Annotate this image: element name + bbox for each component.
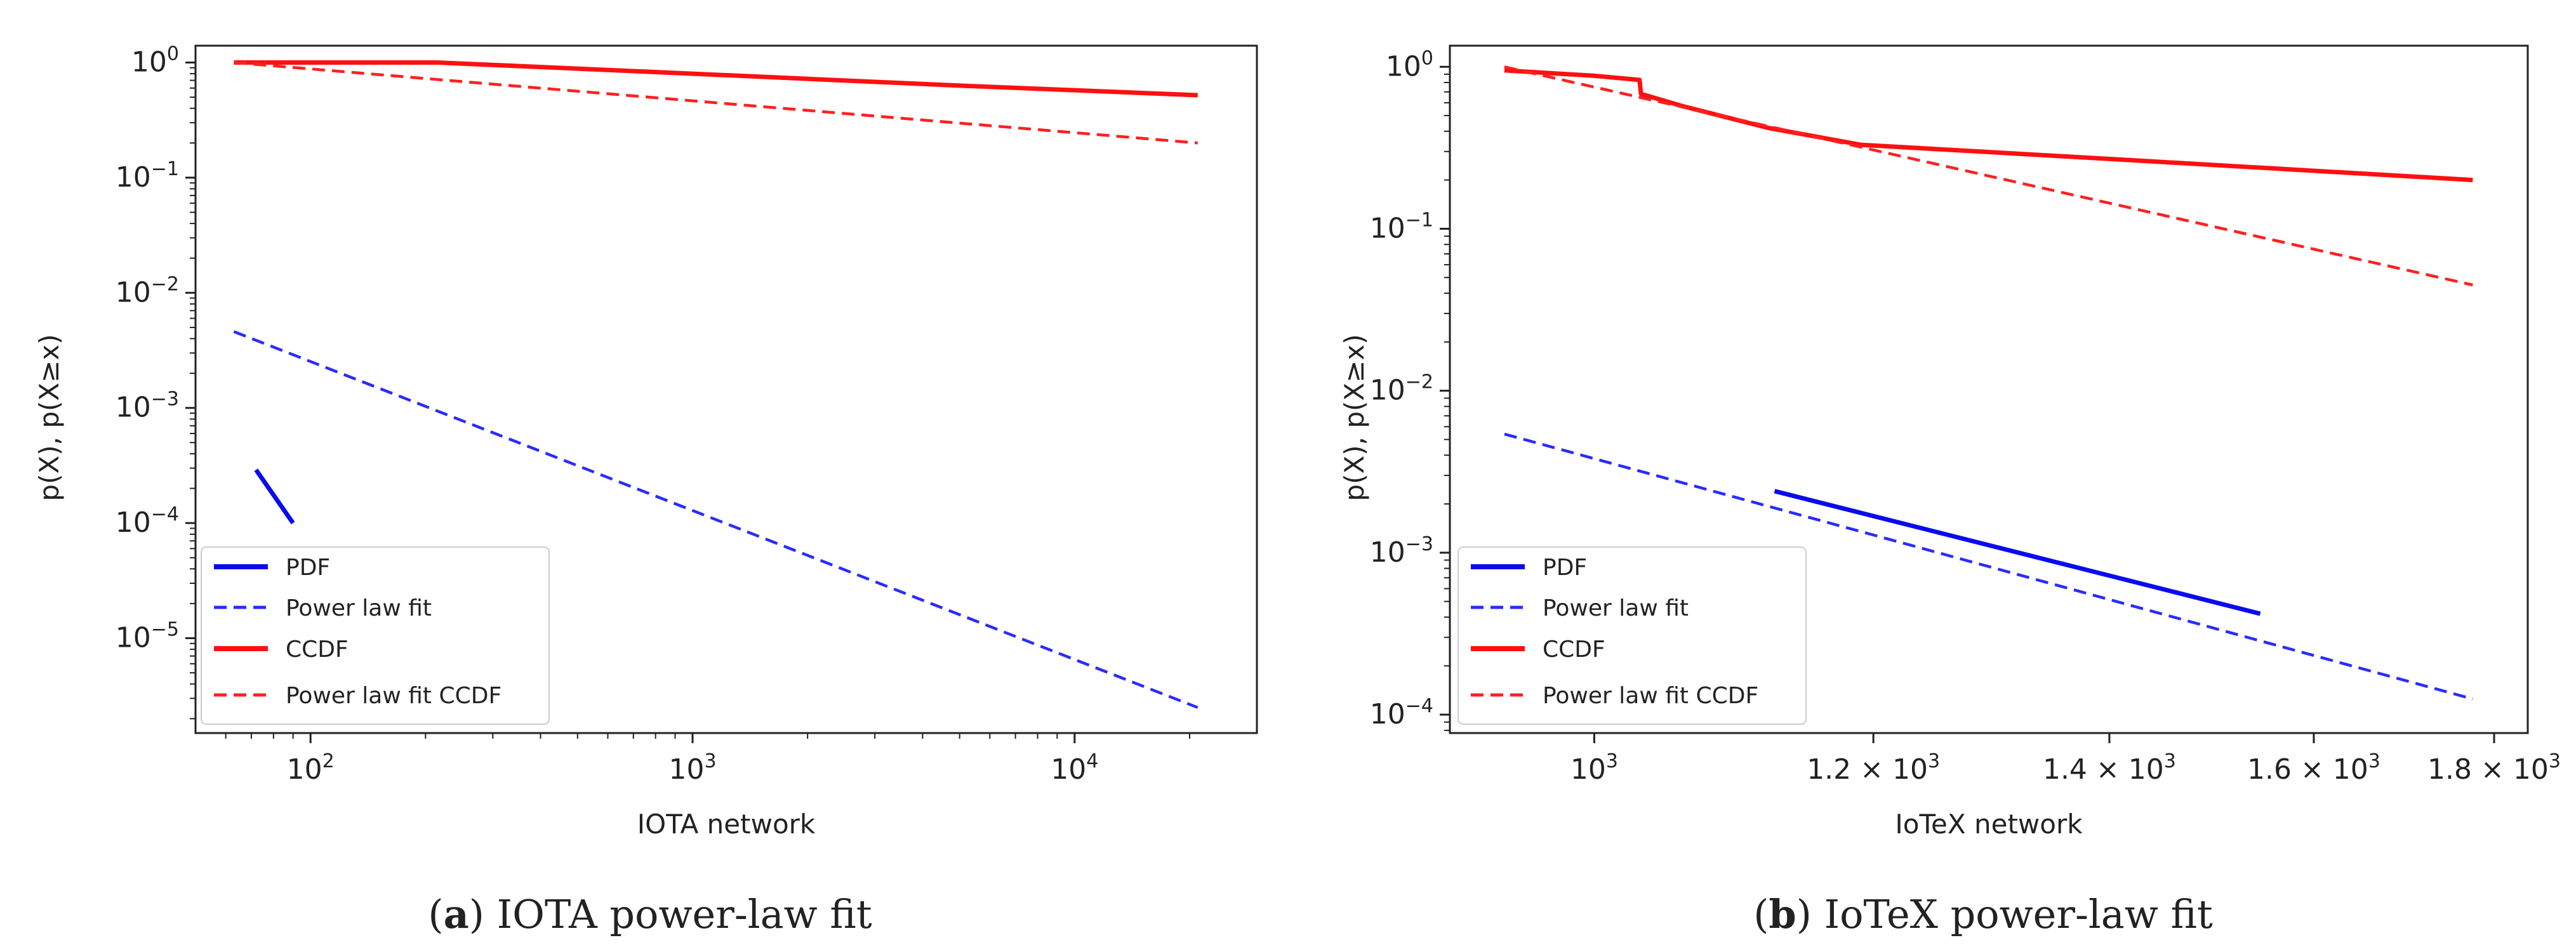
legend-label-power-law-fit: Power law fit bbox=[286, 595, 432, 621]
y-tick-label: 10−1 bbox=[116, 158, 179, 194]
series-pdf bbox=[254, 468, 295, 525]
x-tick-label: 103 bbox=[668, 750, 716, 786]
y-tick-exp: −2 bbox=[151, 273, 179, 295]
x-tick-label: 103 bbox=[1570, 750, 1618, 786]
x-tick-base: 10 bbox=[668, 753, 704, 786]
legend-label-power-law-fit: Power law fit bbox=[1543, 595, 1689, 621]
y-tick-exp: 0 bbox=[1421, 47, 1433, 69]
y-tick-label: 10−4 bbox=[1370, 695, 1433, 731]
series-power-law-fit bbox=[1504, 432, 2473, 701]
legend-label-pdf: PDF bbox=[286, 555, 330, 581]
legend-iota: PDF Power law fit CCDF Power law fit CCD… bbox=[201, 546, 550, 725]
x-tick-base: 10 bbox=[1051, 753, 1086, 786]
y-tick-exp: −3 bbox=[1405, 533, 1433, 555]
x-tick-label: 1.2 × 103 bbox=[1807, 750, 1940, 786]
series-pdf bbox=[1774, 489, 2261, 616]
x-tick-exp: 3 bbox=[704, 750, 716, 772]
y-tick-exp: −1 bbox=[151, 158, 179, 180]
y-tick-label: 100 bbox=[1386, 47, 1433, 83]
series-ccdf bbox=[1504, 68, 2473, 183]
y-tick-exp: −1 bbox=[1405, 209, 1433, 231]
y-tick-base: 10 bbox=[116, 392, 151, 424]
x-tick-base: 1.6 × 10 bbox=[2247, 753, 2368, 786]
y-tick-exp: −4 bbox=[1405, 695, 1433, 717]
caption-label-iotex: b bbox=[1769, 891, 1796, 937]
ylabel-iota: p(X), p(X≥x) bbox=[34, 334, 65, 501]
x-tick-label: 1.4 × 103 bbox=[2043, 750, 2176, 786]
y-tick-base: 10 bbox=[116, 506, 151, 539]
x-tick-label: 1.8 × 103 bbox=[2427, 750, 2561, 786]
y-tick-base: 10 bbox=[1386, 50, 1421, 83]
caption-text-iotex: IoTeX power-law fit bbox=[1824, 891, 2213, 937]
legend-label-power-law-fit-ccdf: Power law fit CCDF bbox=[1543, 683, 1758, 709]
xlabel-iotex: IoTeX network bbox=[1895, 809, 2083, 840]
x-tick-label: 104 bbox=[1051, 750, 1098, 786]
x-tick-exp: 4 bbox=[1086, 750, 1098, 772]
y-tick-base: 10 bbox=[131, 46, 167, 79]
plot-frame-iotex bbox=[1449, 44, 2529, 734]
series-layer-iota bbox=[233, 60, 1198, 709]
x-tick-label: 1.6 × 103 bbox=[2247, 750, 2380, 786]
x-tick-exp: 3 bbox=[2368, 750, 2380, 772]
y-tick-label: 10−3 bbox=[116, 388, 179, 424]
caption-label-iota: a bbox=[444, 891, 469, 937]
series-layer-iotex bbox=[1504, 65, 2473, 701]
y-tick-exp: −3 bbox=[151, 388, 179, 411]
legend-box-iota bbox=[201, 546, 550, 725]
y-tick-label: 10−1 bbox=[1370, 209, 1433, 244]
legend-label-pdf: PDF bbox=[1543, 555, 1587, 581]
x-tick-base: 1.8 × 10 bbox=[2427, 753, 2549, 786]
y-tick-base: 10 bbox=[1370, 374, 1405, 407]
y-tick-label: 10−3 bbox=[1370, 533, 1433, 569]
xticks-iota: 102 103 104 bbox=[225, 733, 1191, 786]
x-tick-exp: 3 bbox=[2164, 750, 2176, 772]
legend-box-iotex bbox=[1457, 546, 1807, 725]
y-tick-label: 10−5 bbox=[116, 619, 179, 654]
ylabel-iotex: p(X), p(X≥x) bbox=[1339, 334, 1370, 501]
caption-iota: (a) IOTA power-law fit bbox=[428, 891, 872, 937]
series-ccdf bbox=[234, 60, 1198, 98]
x-tick-base: 10 bbox=[1570, 753, 1606, 786]
plot-frame-iota bbox=[194, 44, 1258, 734]
legend-label-ccdf: CCDF bbox=[286, 637, 349, 663]
x-tick-exp: 3 bbox=[1928, 750, 1940, 772]
series-power-law-fit-ccdf bbox=[234, 61, 1198, 145]
y-tick-exp: −2 bbox=[1405, 371, 1433, 393]
series-power-law-fit bbox=[233, 330, 1198, 709]
caption-text-iota: IOTA power-law fit bbox=[497, 891, 872, 937]
xticks-iotex: 103 1.2 × 103 1.4 × 103 1.6 × 103 1.8 × 103 bbox=[1570, 733, 2561, 786]
y-tick-base: 10 bbox=[116, 622, 151, 654]
legend-label-ccdf: CCDF bbox=[1543, 637, 1605, 663]
x-tick-base: 10 bbox=[287, 753, 322, 786]
x-tick-base: 1.2 × 10 bbox=[1807, 753, 1928, 786]
x-tick-exp: 3 bbox=[2549, 750, 2561, 772]
y-tick-base: 10 bbox=[116, 161, 151, 194]
y-tick-label: 10−2 bbox=[1370, 371, 1433, 407]
legend-label-power-law-fit-ccdf: Power law fit CCDF bbox=[286, 683, 501, 709]
y-tick-exp: −4 bbox=[151, 503, 179, 526]
series-power-law-fit-ccdf bbox=[1504, 65, 2473, 287]
xlabel-iota: IOTA network bbox=[637, 809, 816, 840]
x-tick-exp: 2 bbox=[322, 750, 335, 772]
caption-iotex: (b) IoTeX power-law fit bbox=[1753, 891, 2213, 937]
y-tick-base: 10 bbox=[116, 276, 151, 308]
y-tick-label: 10−2 bbox=[116, 273, 179, 308]
x-tick-exp: 3 bbox=[1606, 750, 1618, 772]
y-tick-exp: −5 bbox=[151, 619, 179, 641]
x-tick-base: 1.4 × 10 bbox=[2043, 753, 2164, 786]
x-tick-label: 102 bbox=[287, 750, 335, 786]
legend-iotex: PDF Power law fit CCDF Power law fit CCD… bbox=[1457, 546, 1807, 725]
y-tick-label: 10−4 bbox=[116, 503, 179, 539]
y-tick-exp: 0 bbox=[167, 43, 179, 65]
y-tick-base: 10 bbox=[1370, 698, 1405, 731]
y-tick-label: 100 bbox=[131, 43, 179, 79]
y-tick-base: 10 bbox=[1370, 536, 1405, 569]
y-tick-base: 10 bbox=[1370, 212, 1405, 244]
